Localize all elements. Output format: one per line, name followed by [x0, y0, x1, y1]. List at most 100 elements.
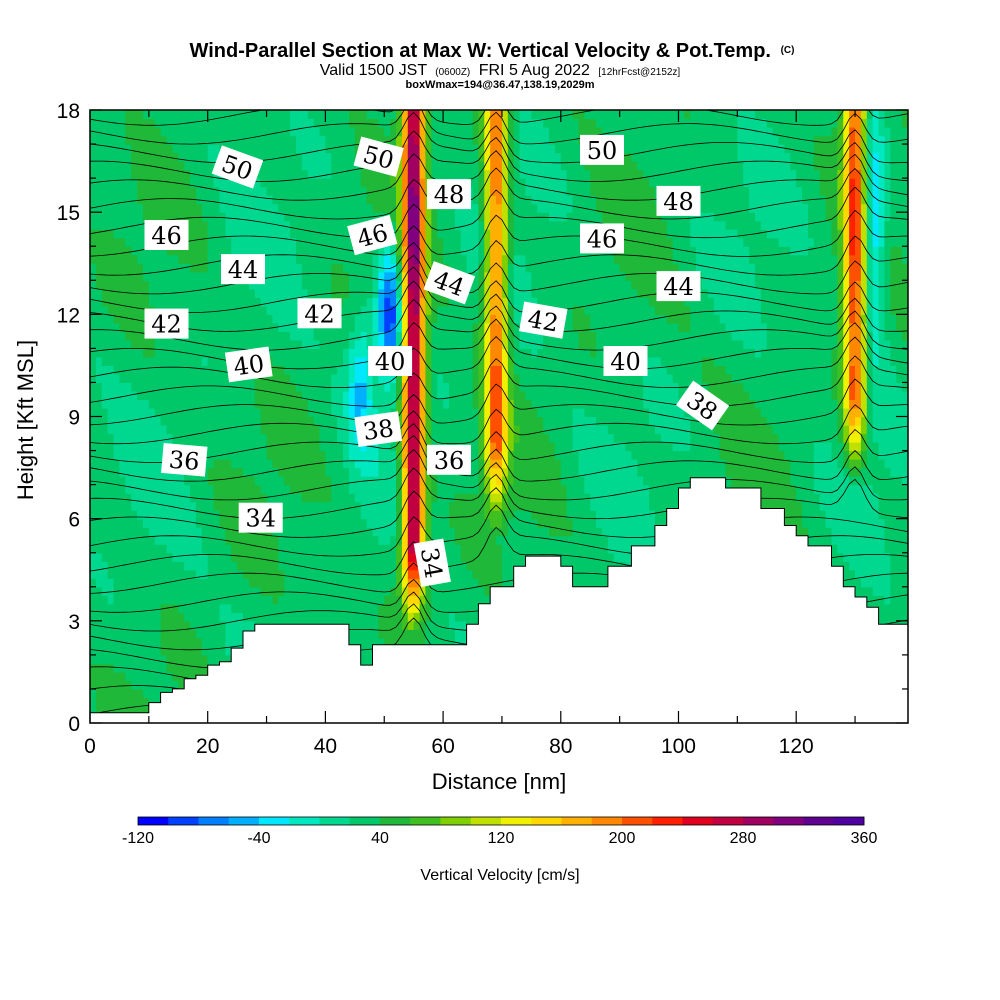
field-cell [366, 169, 374, 179]
field-cell [325, 433, 332, 443]
field-cell [254, 416, 262, 426]
field-cell [148, 476, 156, 486]
field-cell [407, 382, 415, 392]
field-cell [131, 501, 138, 511]
field-cell [543, 186, 550, 196]
field-cell [178, 356, 185, 367]
field-cell [231, 552, 238, 562]
field-cell [490, 476, 497, 486]
field-cell [454, 110, 462, 120]
field-cell [537, 518, 544, 528]
field-cell [531, 425, 538, 435]
field-cell [178, 203, 185, 213]
field-cell [472, 331, 479, 341]
field-cell [195, 169, 203, 179]
field-cell [142, 663, 150, 673]
field-cell [278, 297, 285, 307]
field-cell [225, 425, 232, 435]
field-cell [337, 407, 344, 418]
field-cell [472, 365, 479, 375]
field-cell [454, 135, 462, 145]
field-cell [313, 280, 321, 290]
field-cell [225, 654, 232, 664]
field-cell [290, 407, 297, 418]
field-cell [396, 314, 403, 324]
field-cell [443, 220, 450, 230]
field-cell [243, 493, 250, 503]
field-cell [525, 280, 532, 290]
field-cell [154, 195, 162, 205]
field-cell [213, 595, 221, 605]
field-cell [549, 373, 556, 384]
field-cell [490, 169, 497, 179]
field-cell [248, 144, 256, 154]
field-cell [131, 305, 138, 315]
field-cell [101, 459, 109, 469]
field-cell [319, 484, 326, 494]
field-cell [119, 484, 126, 494]
field-cell [437, 322, 444, 332]
field-cell [366, 646, 374, 656]
field-cell [266, 118, 274, 128]
field-cell [319, 110, 326, 120]
field-cell [472, 382, 479, 392]
field-cell [178, 169, 185, 179]
field-cell [237, 390, 244, 401]
field-cell [190, 339, 197, 349]
field-cell [172, 595, 179, 605]
field-cell [219, 637, 226, 647]
field-cell [537, 356, 544, 367]
field-cell [243, 425, 250, 435]
field-cell [248, 544, 256, 554]
field-cell [337, 373, 344, 384]
field-cell [119, 620, 126, 630]
field-cell [448, 229, 456, 239]
field-cell [207, 612, 215, 622]
field-cell [549, 237, 556, 247]
field-cell [472, 263, 479, 273]
field-cell [384, 450, 391, 460]
field-cell [101, 314, 109, 324]
field-cell [537, 416, 544, 426]
field-cell [496, 399, 503, 409]
field-cell [272, 390, 279, 401]
field-cell [484, 510, 491, 520]
field-cell [437, 620, 444, 630]
field-cell [284, 178, 291, 188]
field-cell [319, 365, 326, 375]
field-cell [478, 595, 485, 605]
field-cell [160, 518, 168, 528]
field-cell [378, 476, 385, 486]
field-cell [90, 637, 97, 647]
field-cell [154, 697, 162, 707]
field-cell [295, 603, 303, 613]
field-cell [419, 476, 427, 486]
field-cell [313, 110, 321, 120]
field-cell [231, 288, 238, 298]
field-cell [248, 237, 256, 247]
field-cell [278, 425, 285, 435]
field-cell [101, 331, 109, 341]
field-cell [407, 118, 415, 128]
field-cell [443, 535, 450, 545]
field-cell [125, 612, 132, 622]
field-cell [472, 527, 479, 537]
field-cell [219, 246, 226, 256]
field-cell [454, 322, 462, 332]
field-cell [243, 450, 250, 460]
field-cell [278, 118, 285, 128]
field-cell [372, 399, 379, 409]
field-cell [154, 178, 162, 188]
field-cell [307, 501, 315, 511]
field-cell [507, 195, 515, 205]
field-cell [207, 467, 215, 477]
field-cell [119, 586, 126, 596]
field-cell [478, 297, 485, 307]
field-cell [337, 535, 344, 545]
field-cell [413, 612, 421, 622]
field-cell [184, 390, 191, 401]
field-cell [254, 535, 262, 545]
field-cell [360, 254, 368, 264]
field-cell [460, 220, 468, 230]
field-cell [354, 552, 362, 562]
